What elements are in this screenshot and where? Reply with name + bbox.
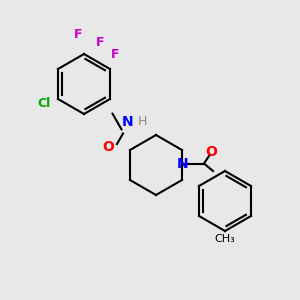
Text: F: F	[74, 28, 82, 41]
Text: Cl: Cl	[37, 97, 50, 110]
Text: O: O	[102, 140, 114, 154]
Text: F: F	[111, 47, 120, 61]
Text: N: N	[122, 115, 133, 128]
Text: F: F	[96, 35, 105, 49]
Text: CH₃: CH₃	[214, 233, 236, 244]
Text: N: N	[177, 157, 189, 170]
Text: O: O	[206, 145, 218, 158]
Text: H: H	[138, 115, 147, 128]
